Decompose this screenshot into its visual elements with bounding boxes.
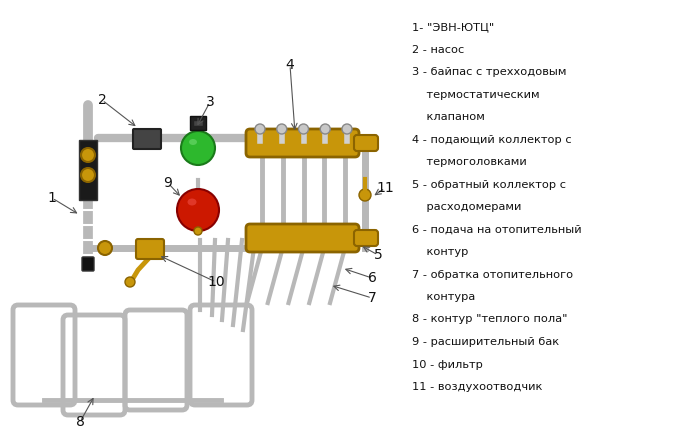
Text: контура: контура: [412, 292, 475, 302]
Text: 8 - контур "теплого пола": 8 - контур "теплого пола": [412, 314, 567, 324]
Bar: [193, 120, 203, 126]
Text: 11 - воздухоотводчик: 11 - воздухоотводчик: [412, 382, 542, 392]
Text: 3: 3: [205, 95, 214, 109]
Text: 9: 9: [163, 176, 172, 190]
FancyBboxPatch shape: [82, 257, 94, 271]
Circle shape: [255, 124, 265, 134]
Text: 4 - подающий коллектор с: 4 - подающий коллектор с: [412, 134, 572, 144]
Circle shape: [125, 277, 135, 287]
Text: 5: 5: [374, 248, 382, 262]
FancyBboxPatch shape: [354, 230, 378, 246]
Ellipse shape: [188, 198, 197, 205]
Text: 1- "ЭВН-ЮТЦ": 1- "ЭВН-ЮТЦ": [412, 22, 494, 32]
Text: 9 - расширительный бак: 9 - расширительный бак: [412, 337, 559, 347]
Text: 10 - фильтр: 10 - фильтр: [412, 360, 483, 369]
Text: 1: 1: [47, 191, 56, 205]
Text: термоголовками: термоголовками: [412, 157, 527, 167]
Bar: [190, 116, 206, 130]
Text: 2 - насос: 2 - насос: [412, 44, 464, 54]
Text: термостатическим: термостатическим: [412, 89, 540, 99]
Text: расходомерами: расходомерами: [412, 202, 521, 212]
Circle shape: [81, 168, 95, 182]
Ellipse shape: [189, 139, 197, 145]
FancyBboxPatch shape: [133, 129, 161, 149]
Text: 2: 2: [98, 93, 106, 107]
Circle shape: [98, 241, 112, 255]
Text: 7 - обратка отопительного: 7 - обратка отопительного: [412, 269, 573, 279]
Circle shape: [81, 148, 95, 162]
Text: 8: 8: [75, 415, 85, 429]
Circle shape: [194, 227, 202, 235]
Text: 6: 6: [367, 271, 376, 285]
Text: контур: контур: [412, 247, 468, 257]
Circle shape: [177, 189, 219, 231]
Text: 3 - байпас с трехходовым: 3 - байпас с трехходовым: [412, 67, 567, 77]
Text: 5 - обратный коллектор с: 5 - обратный коллектор с: [412, 180, 566, 190]
Circle shape: [181, 131, 215, 165]
Text: 10: 10: [207, 275, 225, 289]
FancyBboxPatch shape: [246, 224, 359, 252]
Text: 11: 11: [376, 181, 394, 195]
Circle shape: [277, 124, 287, 134]
Circle shape: [320, 124, 330, 134]
Text: клапаном: клапаном: [412, 112, 485, 122]
Text: 7: 7: [367, 291, 376, 305]
FancyBboxPatch shape: [246, 129, 359, 157]
Text: 4: 4: [285, 58, 294, 72]
Circle shape: [359, 189, 371, 201]
Bar: [79, 140, 97, 200]
Text: 6 - подача на отопительный: 6 - подача на отопительный: [412, 225, 582, 235]
Circle shape: [298, 124, 308, 134]
Circle shape: [342, 124, 352, 134]
FancyBboxPatch shape: [354, 135, 378, 151]
FancyBboxPatch shape: [136, 239, 164, 259]
